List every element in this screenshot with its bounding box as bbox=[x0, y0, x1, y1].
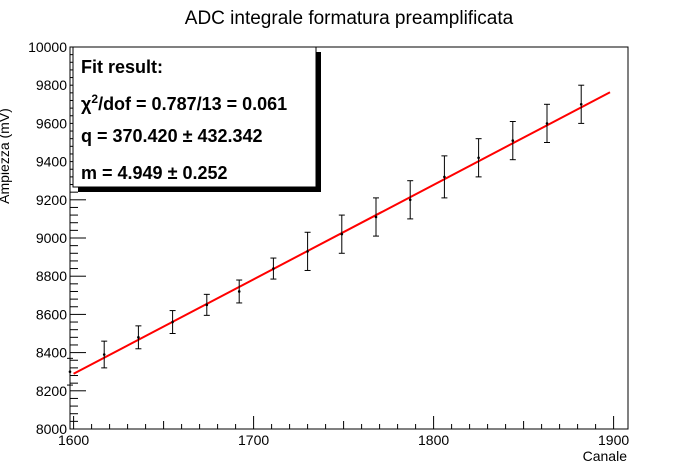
x-tick-label: 1600 bbox=[58, 432, 89, 448]
data-point bbox=[509, 120, 516, 161]
y-tick-label: 8200 bbox=[36, 383, 67, 399]
data-marker bbox=[171, 320, 174, 324]
fit-q: q = 370.420 ± 432.342 bbox=[81, 126, 263, 146]
data-marker bbox=[205, 303, 209, 307]
data-point bbox=[203, 293, 210, 316]
data-marker bbox=[137, 336, 140, 339]
data-marker bbox=[408, 198, 412, 202]
y-tick-label: 10000 bbox=[28, 39, 67, 55]
y-tick-label: 8400 bbox=[36, 345, 67, 361]
data-point bbox=[67, 357, 73, 386]
data-marker bbox=[374, 215, 378, 219]
data-point bbox=[441, 155, 448, 199]
y-tick-label: 9800 bbox=[36, 77, 67, 93]
fit-chi2-symbol: χ bbox=[81, 94, 92, 114]
y-tick-label: 9600 bbox=[36, 115, 67, 131]
data-marker bbox=[579, 103, 583, 106]
y-tick-label: 9000 bbox=[36, 230, 67, 246]
data-marker bbox=[340, 232, 344, 236]
data-point bbox=[304, 231, 311, 271]
x-axis: 1600 1700 1800 1900 bbox=[58, 416, 629, 448]
data-point bbox=[544, 103, 550, 143]
x-tick-label: 1800 bbox=[418, 432, 449, 448]
y-tick-label: 8000 bbox=[36, 421, 67, 437]
data-point bbox=[236, 279, 243, 304]
x-axis-label: Canale bbox=[583, 448, 628, 464]
data-marker bbox=[68, 370, 72, 374]
y-tick-label: 9400 bbox=[36, 154, 67, 170]
y-axis-label: Ampiezza (mV) bbox=[0, 108, 12, 204]
data-marker bbox=[443, 175, 446, 179]
x-tick-label: 1700 bbox=[238, 432, 269, 448]
data-marker bbox=[477, 156, 480, 160]
y-tick-label: 9200 bbox=[36, 192, 67, 208]
data-point bbox=[338, 214, 345, 254]
fit-result-box: Fit result: χ2/dof = 0.787/13 = 0.061 q … bbox=[72, 46, 321, 192]
y-tick-label: 8800 bbox=[36, 268, 67, 284]
data-point bbox=[578, 84, 585, 124]
fit-m: m = 4.949 ± 0.252 bbox=[81, 163, 228, 183]
fit-chi2: χ2/dof = 0.787/13 = 0.061 bbox=[81, 92, 287, 114]
data-marker bbox=[545, 122, 549, 125]
data-point bbox=[407, 180, 414, 220]
y-tick-label: 8600 bbox=[36, 306, 67, 322]
data-point bbox=[373, 197, 379, 237]
data-points-series bbox=[67, 84, 585, 386]
fit-chi2-superscript: 2 bbox=[91, 92, 98, 106]
data-point bbox=[270, 257, 277, 280]
data-point bbox=[169, 310, 176, 334]
fit-chi2-value: /dof = 0.787/13 = 0.061 bbox=[98, 94, 287, 114]
data-marker bbox=[237, 290, 241, 293]
fit-title: Fit result: bbox=[81, 57, 163, 77]
data-marker bbox=[306, 250, 309, 253]
data-marker bbox=[272, 267, 275, 270]
data-marker bbox=[511, 139, 515, 142]
chart-title: ADC integrale formatura preamplificata bbox=[185, 8, 514, 29]
x-tick-label: 1900 bbox=[598, 432, 629, 448]
data-marker bbox=[102, 353, 106, 356]
data-point bbox=[135, 325, 142, 350]
data-point bbox=[101, 340, 108, 369]
fit-box bbox=[72, 46, 317, 188]
data-point bbox=[475, 138, 482, 178]
